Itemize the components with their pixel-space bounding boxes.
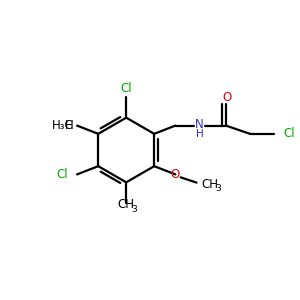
Text: CH: CH xyxy=(118,199,135,212)
Text: Cl: Cl xyxy=(56,168,68,181)
Text: CH: CH xyxy=(201,178,218,190)
Text: H₃C: H₃C xyxy=(52,119,74,132)
Text: Cl: Cl xyxy=(284,127,295,140)
Text: H: H xyxy=(196,129,203,140)
Text: O: O xyxy=(171,168,180,181)
Text: O: O xyxy=(223,91,232,103)
Text: H: H xyxy=(65,119,74,132)
Text: N: N xyxy=(195,118,204,131)
Text: 3: 3 xyxy=(132,205,137,214)
Text: Cl: Cl xyxy=(120,82,132,95)
Text: 3: 3 xyxy=(215,184,220,193)
